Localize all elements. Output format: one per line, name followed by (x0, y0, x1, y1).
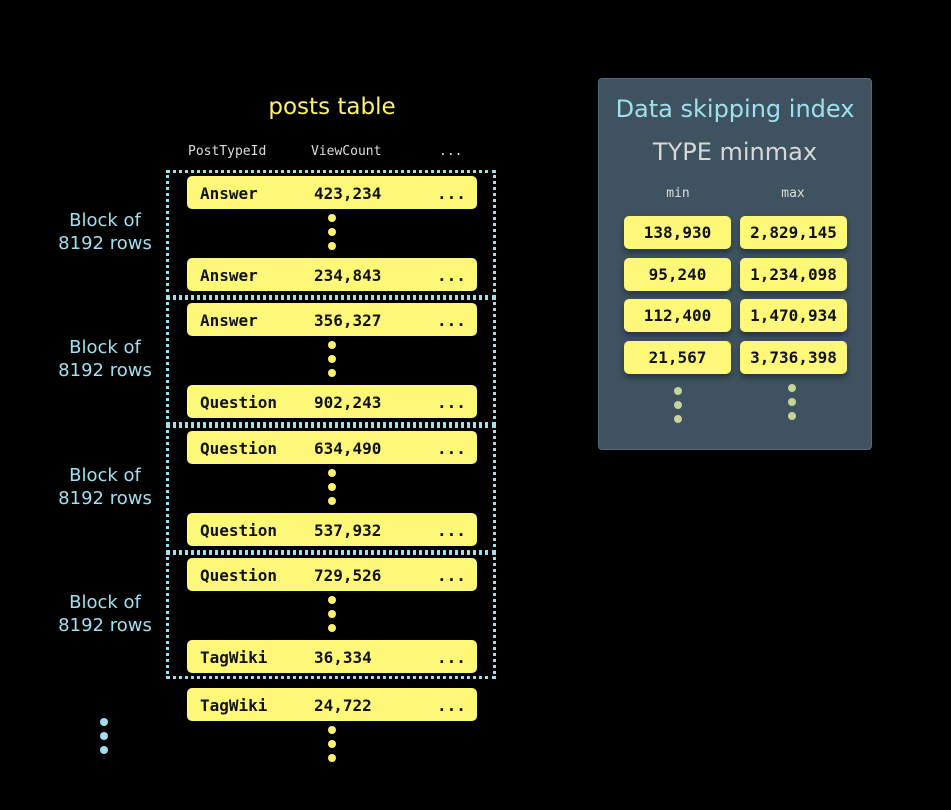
cell-views: 537,932 (314, 521, 382, 540)
cell-more: ... (437, 648, 466, 667)
block-label-line2: 8192 rows (58, 615, 152, 636)
block-label-line1: Block of (69, 337, 141, 358)
cell-views: 423,234 (314, 184, 382, 203)
index-max-cell: 2,829,145 (740, 216, 847, 249)
cell-more: ... (437, 521, 466, 540)
cell-views: 729,526 (314, 566, 382, 585)
cell-more: ... (437, 696, 466, 715)
cell-type: Question (200, 393, 278, 412)
index-min-cell: 138,930 (624, 216, 731, 249)
index-max-cell: 1,470,934 (740, 299, 847, 332)
ellipsis-dot (328, 497, 336, 505)
ellipsis-dot (674, 387, 682, 395)
cell-type: Answer (200, 266, 258, 285)
ellipsis-dot (328, 469, 336, 477)
posts-table-title: posts table (268, 94, 396, 120)
ellipsis-dot (328, 355, 336, 363)
ellipsis-dot (328, 624, 336, 632)
cell-views: 902,243 (314, 393, 382, 412)
cell-more: ... (437, 266, 466, 285)
max-header: max (781, 186, 805, 201)
ellipsis-dot (788, 398, 796, 406)
block-label-line2: 8192 rows (58, 488, 152, 509)
block-label-line1: Block of (69, 465, 141, 486)
table-row: Question 634,490... (187, 431, 477, 464)
ellipsis-dot (328, 369, 336, 377)
cell-views: 634,490 (314, 439, 382, 458)
table-row: TagWiki 36,334... (187, 640, 477, 673)
cell-more: ... (437, 439, 466, 458)
block-label-line2: 8192 rows (58, 360, 152, 381)
ellipsis-dot (100, 718, 108, 726)
column-header-viewcount: ViewCount (311, 144, 382, 159)
table-row: Answer 234,843... (187, 258, 477, 291)
ellipsis-dot (328, 483, 336, 491)
cell-type: TagWiki (200, 648, 268, 667)
index-min-cell: 95,240 (624, 258, 731, 291)
ellipsis-dot (328, 754, 336, 762)
block-label-line1: Block of (69, 592, 141, 613)
index-max-cell: 3,736,398 (740, 341, 847, 374)
block-label-line1: Block of (69, 210, 141, 231)
ellipsis-dot (328, 740, 336, 748)
block-label: Block of 8192 rows (40, 209, 170, 255)
table-row: Question 902,243... (187, 385, 477, 418)
table-row: Question 537,932... (187, 513, 477, 546)
ellipsis-dot (100, 732, 108, 740)
cell-type: Answer (200, 311, 258, 330)
cell-type: Question (200, 566, 278, 585)
ellipsis-dot (328, 341, 336, 349)
index-subtitle: TYPE minmax (652, 138, 818, 166)
cell-more: ... (437, 311, 466, 330)
index-max-cell: 1,234,098 (740, 258, 847, 291)
block-label-line2: 8192 rows (58, 233, 152, 254)
row-block (166, 170, 496, 298)
cell-views: 36,334 (314, 648, 372, 667)
index-min-cell: 21,567 (624, 341, 731, 374)
index-title: Data skipping index (615, 95, 855, 123)
cell-type: Question (200, 439, 278, 458)
block-label: Block of 8192 rows (40, 464, 170, 510)
ellipsis-dot (100, 746, 108, 754)
ellipsis-dot (788, 384, 796, 392)
table-row: Question 729,526... (187, 558, 477, 591)
cell-type: TagWiki (200, 696, 268, 715)
cell-type: Answer (200, 184, 258, 203)
ellipsis-dot (328, 726, 336, 734)
cell-views: 234,843 (314, 266, 382, 285)
cell-views: 24,722 (314, 696, 372, 715)
ellipsis-dot (328, 228, 336, 236)
ellipsis-dot (328, 596, 336, 604)
cell-more: ... (437, 184, 466, 203)
ellipsis-dot (328, 242, 336, 250)
row-block (166, 297, 496, 425)
table-row: TagWiki 24,722... (187, 688, 477, 721)
ellipsis-dot (674, 401, 682, 409)
ellipsis-dot (788, 412, 796, 420)
cell-views: 356,327 (314, 311, 382, 330)
cell-more: ... (437, 393, 466, 412)
ellipsis-dot (674, 415, 682, 423)
index-min-cell: 112,400 (624, 299, 731, 332)
block-label: Block of 8192 rows (40, 336, 170, 382)
cell-more: ... (437, 566, 466, 585)
row-block (166, 552, 496, 679)
ellipsis-dot (328, 610, 336, 618)
table-row: Answer 356,327... (187, 303, 477, 336)
column-header-more: ... (439, 144, 463, 159)
table-row: Answer 423,234... (187, 176, 477, 209)
block-label: Block of 8192 rows (40, 591, 170, 637)
cell-type: Question (200, 521, 278, 540)
column-header-posttypeid: PostTypeId (188, 144, 267, 159)
min-header: min (666, 186, 690, 201)
ellipsis-dot (328, 214, 336, 222)
row-block (166, 425, 496, 553)
